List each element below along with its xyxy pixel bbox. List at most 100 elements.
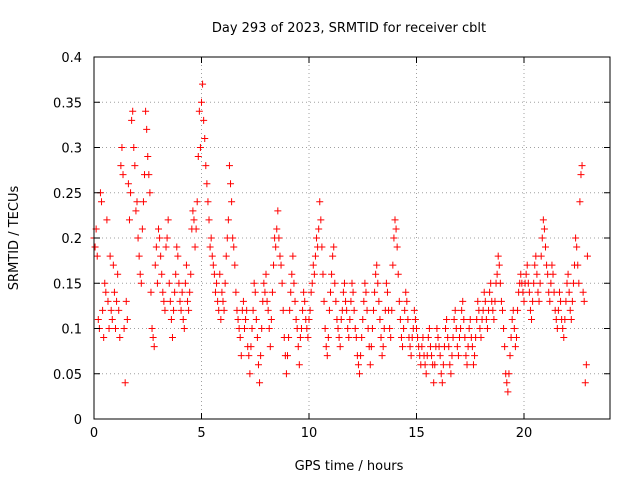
data-point-marker: [136, 270, 144, 278]
data-point-marker: [230, 243, 238, 251]
y-tick-label: 0.3: [61, 142, 82, 157]
data-point-marker: [403, 297, 411, 305]
data-point-marker: [449, 334, 457, 342]
data-point-marker: [117, 162, 125, 170]
data-point-marker: [497, 297, 505, 305]
data-point-marker: [267, 315, 275, 323]
data-point-marker: [529, 297, 537, 305]
data-point-marker: [129, 107, 137, 115]
data-point-marker: [247, 343, 255, 351]
data-point-marker: [261, 288, 269, 296]
data-point-marker: [163, 234, 171, 242]
data-point-marker: [275, 234, 283, 242]
data-point-marker: [118, 144, 126, 151]
data-point-marker: [108, 315, 116, 323]
data-point-marker: [548, 261, 556, 269]
data-point-marker: [181, 279, 189, 287]
data-point-marker: [287, 288, 295, 296]
data-point-marker: [138, 225, 146, 233]
data-point-marker: [204, 198, 212, 206]
data-point-marker: [270, 261, 278, 269]
data-point-marker: [348, 279, 356, 287]
data-point-marker: [109, 261, 117, 269]
data-point-marker: [237, 352, 245, 360]
data-point-marker: [225, 162, 233, 170]
data-point-marker: [363, 306, 371, 314]
data-point-marker: [310, 270, 318, 278]
data-point-marker: [534, 288, 542, 296]
data-point-marker: [99, 306, 107, 314]
data-point-marker: [510, 325, 518, 332]
data-point-marker: [383, 288, 391, 296]
data-point-marker: [171, 288, 179, 296]
data-point-marker: [322, 343, 330, 351]
data-point-marker: [234, 315, 242, 323]
data-point-marker: [564, 270, 572, 278]
data-point-marker: [538, 234, 546, 242]
data-point-marker: [547, 279, 555, 287]
data-point-marker: [114, 270, 122, 278]
data-point-marker: [531, 261, 539, 269]
data-point-marker: [309, 261, 317, 269]
data-point-marker: [334, 325, 342, 332]
data-point-marker: [229, 234, 237, 242]
data-point-marker: [206, 243, 214, 251]
data-point-marker: [301, 297, 309, 305]
data-point-marker: [525, 288, 533, 296]
data-point-marker: [503, 379, 511, 387]
data-point-marker: [425, 325, 433, 332]
data-point-marker: [454, 352, 462, 360]
data-point-marker: [258, 325, 266, 332]
data-point-marker: [251, 288, 259, 296]
data-point-marker: [474, 297, 482, 305]
data-point-marker: [296, 334, 304, 342]
data-point-marker: [93, 252, 101, 260]
data-point-marker: [401, 306, 409, 314]
data-point-marker: [155, 225, 162, 233]
data-point-marker: [388, 306, 396, 314]
data-point-marker: [274, 207, 282, 215]
data-point-marker: [477, 334, 485, 342]
data-point-marker: [436, 352, 444, 360]
data-point-marker: [316, 198, 324, 206]
data-point-marker: [565, 288, 573, 296]
data-point-marker: [112, 325, 119, 332]
data-point-marker: [366, 361, 374, 369]
data-point-marker: [279, 306, 287, 314]
data-point-marker: [404, 315, 412, 323]
data-point-marker: [241, 325, 248, 332]
data-point-marker: [339, 288, 347, 296]
data-point-marker: [359, 315, 367, 323]
data-point-marker: [249, 306, 257, 314]
data-point-marker: [407, 352, 415, 360]
y-tick-label: 0.4: [61, 51, 82, 66]
data-point-marker: [519, 288, 527, 296]
data-point-marker: [201, 134, 209, 142]
data-point-marker: [150, 343, 158, 351]
data-point-marker: [257, 352, 265, 360]
data-point-marker: [370, 306, 377, 314]
data-point-marker: [320, 297, 328, 305]
data-point-marker: [231, 261, 239, 269]
data-point-marker: [119, 171, 127, 179]
data-point-marker: [378, 352, 386, 360]
data-point-marker: [523, 261, 531, 269]
data-point-marker: [500, 325, 508, 332]
data-point-marker: [462, 352, 470, 360]
data-point-marker: [332, 297, 340, 305]
data-point-marker: [445, 343, 453, 351]
data-point-marker: [123, 315, 131, 323]
data-point-marker: [122, 297, 130, 305]
data-point-marker: [294, 343, 302, 351]
data-point-marker: [196, 144, 204, 151]
data-point-marker: [266, 343, 274, 351]
data-point-marker: [153, 279, 161, 287]
data-point-marker: [438, 379, 446, 387]
data-point-marker: [400, 325, 408, 332]
data-point-marker: [222, 252, 230, 260]
data-point-marker: [465, 325, 473, 332]
data-point-marker: [143, 125, 151, 133]
data-point-marker: [406, 343, 414, 351]
data-point-marker: [451, 306, 459, 314]
